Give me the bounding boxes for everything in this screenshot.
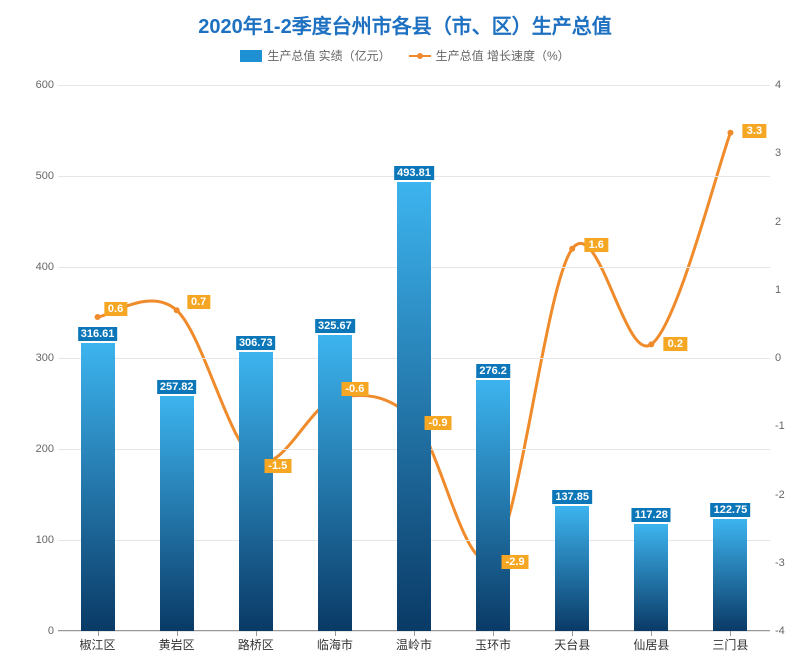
x-category-label: 玉环市 xyxy=(475,636,511,653)
y-left-tick-label: 400 xyxy=(26,261,54,273)
bar xyxy=(239,352,273,631)
y-right-tick-label: 3 xyxy=(775,147,795,159)
x-category-label: 温岭市 xyxy=(396,636,432,653)
y-right-tick-label: 1 xyxy=(775,284,795,296)
line-marker xyxy=(727,130,733,136)
y-left-tick-label: 0 xyxy=(26,625,54,637)
y-left-tick-label: 200 xyxy=(26,443,54,455)
legend-line-swatch xyxy=(409,55,431,57)
bar xyxy=(555,506,589,631)
bar xyxy=(713,519,747,631)
y-right-tick-label: -1 xyxy=(775,420,795,432)
grid-line xyxy=(58,85,770,86)
y-left-tick-label: 100 xyxy=(26,534,54,546)
line-value-label: -1.5 xyxy=(264,459,291,473)
bar-value-label: 117.28 xyxy=(632,508,671,522)
plot-area: 0100200300400500600-4-3-2-101234椒江区316.6… xyxy=(58,85,770,631)
x-category-label: 路桥区 xyxy=(238,636,274,653)
x-category-label: 黄岩区 xyxy=(159,636,195,653)
y-left-tick-label: 600 xyxy=(26,79,54,91)
legend-bar-swatch xyxy=(240,50,262,62)
bar-value-label: 276.2 xyxy=(476,364,510,378)
y-right-tick-label: 0 xyxy=(775,352,795,364)
x-category-label: 天台县 xyxy=(554,636,590,653)
x-category-label: 椒江区 xyxy=(80,636,116,653)
x-category-label: 三门县 xyxy=(712,636,748,653)
line-marker xyxy=(648,341,654,347)
legend-bar-item: 生产总值 实绩（亿元） xyxy=(240,47,390,64)
legend-line-item: 生产总值 增长速度（%） xyxy=(409,47,570,64)
y-left-tick-label: 500 xyxy=(26,170,54,182)
bar-value-label: 306.73 xyxy=(236,336,276,350)
bar xyxy=(476,380,510,631)
line-value-label: -2.9 xyxy=(502,555,529,569)
y-right-tick-label: -3 xyxy=(775,557,795,569)
y-right-tick-label: -2 xyxy=(775,489,795,501)
y-right-tick-label: -4 xyxy=(775,625,795,637)
line-marker xyxy=(569,246,575,252)
legend-line-label: 生产总值 增长速度（%） xyxy=(436,47,570,64)
chart-container: 2020年1-2季度台州市各县（市、区）生产总值 生产总值 实绩（亿元） 生产总… xyxy=(0,0,810,671)
chart-legend: 生产总值 实绩（亿元） 生产总值 增长速度（%） xyxy=(20,47,790,64)
line-value-label: 3.3 xyxy=(743,124,766,138)
x-category-label: 仙居县 xyxy=(633,636,669,653)
bar-value-label: 122.75 xyxy=(711,503,751,517)
bar-value-label: 257.82 xyxy=(157,380,197,394)
y-right-tick-label: 2 xyxy=(775,216,795,228)
bar-value-label: 316.61 xyxy=(78,327,118,341)
line-value-label: 0.6 xyxy=(104,302,127,316)
y-left-tick-label: 300 xyxy=(26,352,54,364)
bar xyxy=(81,343,115,631)
bar xyxy=(634,524,668,631)
bar xyxy=(160,396,194,631)
bar xyxy=(318,335,352,631)
chart-title: 2020年1-2季度台州市各县（市、区）生产总值 xyxy=(20,10,790,39)
bar-value-label: 137.85 xyxy=(552,490,592,504)
y-right-tick-label: 4 xyxy=(775,79,795,91)
bar xyxy=(397,182,431,631)
line-value-label: 1.6 xyxy=(585,238,608,252)
line-value-label: 0.2 xyxy=(664,337,687,351)
line-value-label: -0.9 xyxy=(425,416,452,430)
bar-value-label: 325.67 xyxy=(315,319,355,333)
line-marker xyxy=(95,314,101,320)
line-marker xyxy=(174,307,180,313)
bar-value-label: 493.81 xyxy=(394,166,434,180)
x-category-label: 临海市 xyxy=(317,636,353,653)
line-value-label: 0.7 xyxy=(187,295,210,309)
legend-bar-label: 生产总值 实绩（亿元） xyxy=(267,47,390,64)
line-value-label: -0.6 xyxy=(341,382,368,396)
